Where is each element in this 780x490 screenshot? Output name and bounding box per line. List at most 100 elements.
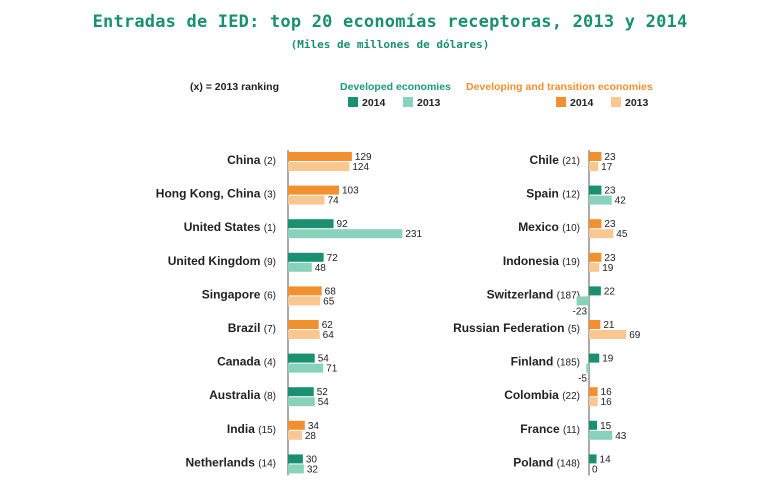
bar-2014 <box>288 320 319 329</box>
legend-developing-2014-swatch <box>556 97 566 107</box>
value-label-2014: 22 <box>604 286 616 297</box>
legend-developing-2014-label: 2014 <box>570 97 594 109</box>
bar-2013 <box>288 363 324 373</box>
bar-2014 <box>288 387 314 397</box>
value-label-2013: -23 <box>573 306 588 317</box>
value-label-2014: 14 <box>600 454 612 465</box>
value-label-2014: 23 <box>604 186 616 197</box>
bar-2014 <box>288 185 339 195</box>
country-label: Australia (8) <box>209 388 276 402</box>
bar-2013 <box>288 262 312 272</box>
bar-2013 <box>589 195 612 205</box>
country-rank: (6) <box>264 290 276 301</box>
value-label-2013: 54 <box>318 397 330 408</box>
country-label: China (2) <box>227 153 276 167</box>
bar-2013 <box>576 296 589 306</box>
country-label: Netherlands (14) <box>186 455 276 469</box>
country-rank: (10) <box>562 223 580 234</box>
value-label-2013: 64 <box>323 330 335 341</box>
value-label-2013: 16 <box>601 397 613 408</box>
bar-2013 <box>589 330 627 339</box>
country-label: Colombia (22) <box>504 388 580 402</box>
value-label-2014: 72 <box>327 253 339 264</box>
country-rank: (21) <box>562 156 580 167</box>
value-label-2014: 92 <box>337 219 349 230</box>
value-label-2013: 231 <box>405 229 422 240</box>
bar-2013 <box>288 330 320 339</box>
value-label-2013: -5 <box>578 374 587 385</box>
value-label-2014: 23 <box>604 219 616 230</box>
country-rank: (185) <box>557 358 580 369</box>
bar-2013 <box>288 162 350 171</box>
legend-developing-title: Developing and transition economies <box>466 81 653 93</box>
bar-2014 <box>589 353 600 363</box>
bar-2013 <box>589 229 614 239</box>
country-rank: (3) <box>264 190 276 201</box>
value-label-2014: 16 <box>601 387 613 398</box>
value-label-2013: 19 <box>602 263 614 274</box>
legend-developing-2013-label: 2013 <box>625 97 649 109</box>
legend-developed-2014-label: 2014 <box>362 97 386 109</box>
bar-2013 <box>288 296 321 306</box>
bar-2014 <box>288 286 322 296</box>
country-rank: (7) <box>264 324 276 335</box>
bar-2014 <box>589 252 602 262</box>
country-label: Hong Kong, China (3) <box>156 187 276 201</box>
bar-2013 <box>586 363 589 373</box>
bar-2014 <box>589 219 602 229</box>
value-label-2014: 129 <box>355 152 372 163</box>
value-label-2013: 32 <box>307 464 319 475</box>
legend-developed-2014-swatch <box>348 97 358 107</box>
country-rank: (22) <box>562 391 580 402</box>
value-label-2013: 74 <box>328 196 340 207</box>
value-label-2014: 23 <box>604 253 616 264</box>
chart-subtitle: (Miles de millones de dólares) <box>290 38 490 51</box>
country-label: Mexico (10) <box>518 220 580 234</box>
legend-developed-2013-label: 2013 <box>417 97 441 109</box>
value-label-2014: 21 <box>603 320 615 331</box>
bar-2014 <box>589 387 598 397</box>
bar-2014 <box>589 420 598 430</box>
country-rank: (4) <box>264 358 276 369</box>
country-label: Indonesia (19) <box>503 254 580 268</box>
value-label-2013: 48 <box>315 263 327 274</box>
country-rank: (15) <box>258 425 276 436</box>
value-label-2013: 45 <box>616 229 628 240</box>
ranking-note: (x) = 2013 ranking <box>190 81 279 93</box>
value-label-2013: 43 <box>615 431 627 442</box>
country-label: United Kingdom (9) <box>168 254 276 268</box>
bar-2013 <box>288 397 315 407</box>
country-label: India (15) <box>227 422 276 436</box>
bar-2013 <box>589 397 598 407</box>
bar-2014 <box>589 320 601 329</box>
country-rank: (11) <box>563 425 580 436</box>
value-label-2013: 71 <box>326 364 338 375</box>
value-label-2014: 19 <box>602 354 614 365</box>
country-rank: (19) <box>562 257 580 268</box>
country-label: Spain (12) <box>526 187 580 201</box>
value-label-2013: 0 <box>592 464 598 475</box>
bar-2014 <box>288 252 324 262</box>
value-label-2013: 65 <box>323 296 335 307</box>
country-rank: (148) <box>557 458 580 469</box>
bar-2014 <box>288 420 305 430</box>
country-rank: (187) <box>557 290 580 301</box>
value-label-2014: 34 <box>308 421 320 432</box>
value-label-2014: 30 <box>306 454 318 465</box>
bar-2014 <box>288 454 303 464</box>
country-label: Brazil (7) <box>228 321 276 335</box>
bar-2014 <box>288 353 315 363</box>
country-label: Chile (21) <box>530 153 580 167</box>
bar-2013 <box>589 162 599 171</box>
bar-2014 <box>589 152 602 161</box>
value-label-2013: 69 <box>629 330 641 341</box>
country-rank: (14) <box>258 458 276 469</box>
country-label: Poland (148) <box>513 455 580 469</box>
bar-2014 <box>589 286 601 296</box>
country-label: United States (1) <box>184 220 276 234</box>
value-label-2014: 23 <box>604 152 616 163</box>
value-label-2013: 42 <box>615 196 627 207</box>
country-label: Finland (185) <box>511 355 580 369</box>
